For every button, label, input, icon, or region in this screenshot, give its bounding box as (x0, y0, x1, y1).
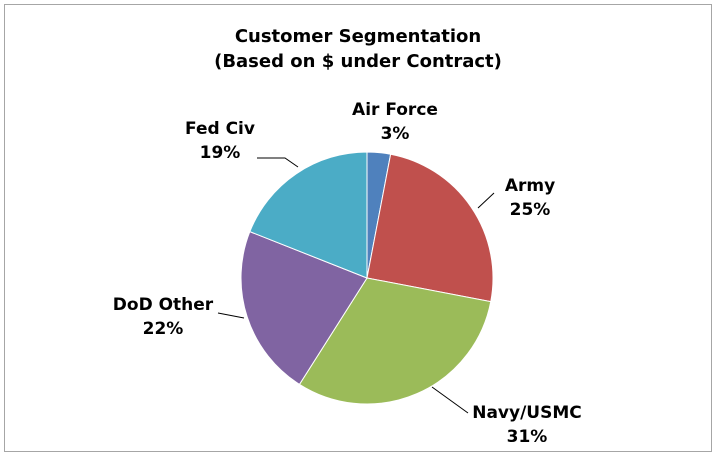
slice-value-label: 25% (510, 200, 551, 220)
slice-label: DoD Other (113, 295, 214, 315)
leader-line (431, 386, 469, 414)
pie-slice (366, 153, 494, 303)
pie-slice (240, 230, 368, 386)
slice-label: Navy/USMC (472, 403, 582, 423)
leader-line (477, 192, 495, 209)
leader-line (257, 157, 299, 168)
pie-slice (249, 151, 368, 279)
slice-value-label: 3% (381, 124, 410, 144)
slice-value-label: 19% (200, 143, 241, 163)
slice-label: Fed Civ (185, 119, 255, 139)
chart-subtitle: (Based on $ under Contract) (214, 51, 502, 72)
slice-value-label: 31% (507, 427, 548, 447)
chart-title: Customer Segmentation (235, 26, 481, 47)
slice-label: Air Force (352, 100, 438, 120)
leader-line (217, 312, 245, 319)
slice-value-label: 22% (143, 319, 184, 339)
slice-label: Army (505, 176, 555, 196)
